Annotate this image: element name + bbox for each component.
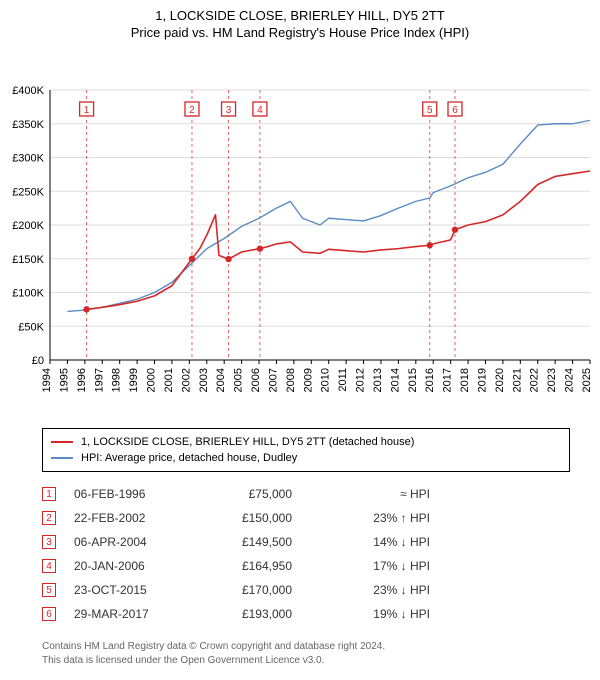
- transaction-marker: 1: [42, 487, 56, 501]
- svg-text:2004: 2004: [215, 368, 227, 392]
- svg-text:2: 2: [189, 105, 195, 116]
- transaction-marker: 4: [42, 559, 56, 573]
- svg-text:2007: 2007: [267, 368, 279, 392]
- svg-text:1994: 1994: [41, 368, 53, 392]
- svg-text:1998: 1998: [111, 368, 123, 392]
- transaction-note: 23% ↑ HPI: [310, 511, 430, 525]
- title-main: 1, LOCKSIDE CLOSE, BRIERLEY HILL, DY5 2T…: [0, 8, 600, 23]
- svg-text:2013: 2013: [372, 368, 384, 392]
- svg-text:2005: 2005: [233, 368, 245, 392]
- transaction-row: 2 22-FEB-2002 £150,000 23% ↑ HPI: [42, 506, 570, 530]
- svg-text:2019: 2019: [476, 368, 488, 392]
- transaction-marker: 2: [42, 511, 56, 525]
- svg-text:£350K: £350K: [12, 119, 44, 131]
- footer: Contains HM Land Registry data © Crown c…: [42, 640, 570, 667]
- svg-text:2024: 2024: [564, 368, 576, 392]
- transaction-row: 4 20-JAN-2006 £164,950 17% ↓ HPI: [42, 554, 570, 578]
- legend-swatch-hpi: [51, 457, 73, 459]
- svg-text:2022: 2022: [529, 368, 541, 392]
- svg-text:2010: 2010: [320, 368, 332, 392]
- footer-line-1: Contains HM Land Registry data © Crown c…: [42, 640, 570, 654]
- svg-text:5: 5: [427, 105, 433, 116]
- svg-text:2012: 2012: [355, 368, 367, 392]
- svg-text:2023: 2023: [546, 368, 558, 392]
- svg-text:2001: 2001: [163, 368, 175, 392]
- chart-titles: 1, LOCKSIDE CLOSE, BRIERLEY HILL, DY5 2T…: [0, 0, 600, 40]
- svg-text:2021: 2021: [511, 368, 523, 392]
- svg-text:2020: 2020: [494, 368, 506, 392]
- svg-text:1997: 1997: [93, 368, 105, 392]
- svg-text:1999: 1999: [128, 368, 140, 392]
- svg-text:2017: 2017: [442, 368, 454, 392]
- svg-text:£200K: £200K: [12, 220, 44, 232]
- svg-text:1: 1: [84, 105, 90, 116]
- svg-text:£100K: £100K: [12, 288, 44, 300]
- svg-text:2008: 2008: [285, 368, 297, 392]
- transaction-row: 1 06-FEB-1996 £75,000 ≈ HPI: [42, 482, 570, 506]
- transaction-marker: 5: [42, 583, 56, 597]
- svg-text:£300K: £300K: [12, 153, 44, 165]
- legend-swatch-property: [51, 441, 73, 443]
- transaction-date: 06-FEB-1996: [74, 487, 184, 501]
- transaction-price: £193,000: [202, 607, 292, 621]
- svg-text:2015: 2015: [407, 368, 419, 392]
- transaction-marker: 3: [42, 535, 56, 549]
- transaction-date: 23-OCT-2015: [74, 583, 184, 597]
- legend-label-property: 1, LOCKSIDE CLOSE, BRIERLEY HILL, DY5 2T…: [81, 434, 414, 450]
- footer-line-2: This data is licensed under the Open Gov…: [42, 654, 570, 668]
- svg-text:2009: 2009: [302, 368, 314, 392]
- legend-label-hpi: HPI: Average price, detached house, Dudl…: [81, 450, 297, 466]
- svg-text:2006: 2006: [250, 368, 262, 392]
- transaction-row: 5 23-OCT-2015 £170,000 23% ↓ HPI: [42, 578, 570, 602]
- page-root: 1, LOCKSIDE CLOSE, BRIERLEY HILL, DY5 2T…: [0, 0, 600, 667]
- svg-text:1996: 1996: [76, 368, 88, 392]
- transaction-note: ≈ HPI: [310, 487, 430, 501]
- legend: 1, LOCKSIDE CLOSE, BRIERLEY HILL, DY5 2T…: [42, 428, 570, 472]
- svg-text:3: 3: [226, 105, 232, 116]
- svg-text:2016: 2016: [424, 368, 436, 392]
- svg-text:£400K: £400K: [12, 85, 44, 97]
- transactions-table: 1 06-FEB-1996 £75,000 ≈ HPI 2 22-FEB-2002 £150…: [42, 482, 570, 626]
- svg-text:£0: £0: [32, 355, 44, 367]
- chart-svg: £0 £50K £100K £150K £200K £250K £300K £350K £400…: [0, 40, 600, 420]
- svg-text:4: 4: [257, 105, 263, 116]
- transaction-date: 29-MAR-2017: [74, 607, 184, 621]
- svg-text:2011: 2011: [337, 368, 349, 392]
- svg-text:£150K: £150K: [12, 254, 44, 266]
- transaction-price: £164,950: [202, 559, 292, 573]
- transaction-note: 23% ↓ HPI: [310, 583, 430, 597]
- title-sub: Price paid vs. HM Land Registry's House …: [0, 25, 600, 40]
- svg-text:2000: 2000: [146, 368, 158, 392]
- chart-area: £0 £50K £100K £150K £200K £250K £300K £350K £400…: [0, 40, 600, 420]
- transaction-date: 20-JAN-2006: [74, 559, 184, 573]
- svg-text:1995: 1995: [58, 368, 70, 392]
- legend-row-property: 1, LOCKSIDE CLOSE, BRIERLEY HILL, DY5 2T…: [51, 434, 561, 450]
- svg-text:6: 6: [452, 105, 458, 116]
- transaction-note: 17% ↓ HPI: [310, 559, 430, 573]
- transaction-note: 14% ↓ HPI: [310, 535, 430, 549]
- transaction-price: £150,000: [202, 511, 292, 525]
- svg-text:2018: 2018: [459, 368, 471, 392]
- transaction-date: 22-FEB-2002: [74, 511, 184, 525]
- svg-text:£50K: £50K: [18, 321, 44, 333]
- svg-text:2002: 2002: [180, 368, 192, 392]
- legend-row-hpi: HPI: Average price, detached house, Dudl…: [51, 450, 561, 466]
- svg-text:2014: 2014: [389, 368, 401, 392]
- svg-text:2003: 2003: [198, 368, 210, 392]
- transaction-price: £170,000: [202, 583, 292, 597]
- transaction-marker: 6: [42, 607, 56, 621]
- transaction-row: 6 29-MAR-2017 £193,000 19% ↓ HPI: [42, 602, 570, 626]
- svg-text:2025: 2025: [581, 368, 593, 392]
- transaction-price: £149,500: [202, 535, 292, 549]
- transaction-note: 19% ↓ HPI: [310, 607, 430, 621]
- transaction-price: £75,000: [202, 487, 292, 501]
- transaction-row: 3 06-APR-2004 £149,500 14% ↓ HPI: [42, 530, 570, 554]
- svg-text:£250K: £250K: [12, 186, 44, 198]
- transaction-date: 06-APR-2004: [74, 535, 184, 549]
